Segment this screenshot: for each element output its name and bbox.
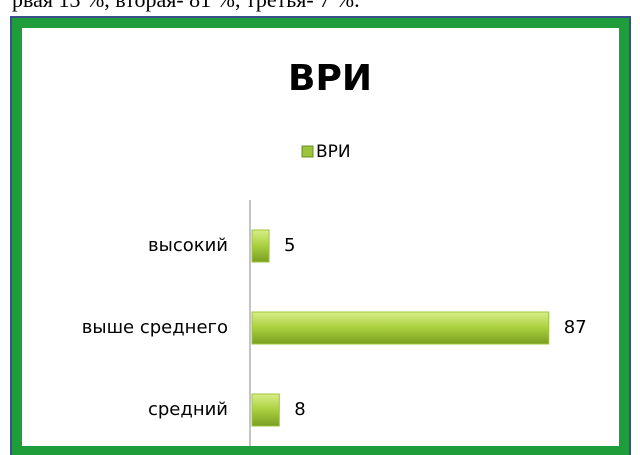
legend-label: ВРИ: [316, 142, 351, 162]
legend: ВРИ: [301, 142, 351, 162]
y-tick-label: выше среднего: [82, 317, 228, 338]
bar: [251, 311, 550, 345]
chart-area: [22, 28, 619, 446]
bar: [251, 393, 280, 427]
value-label: 8: [294, 399, 305, 420]
value-label: 5: [284, 235, 295, 256]
value-label: 87: [564, 317, 587, 338]
bar: [251, 229, 270, 263]
legend-swatch: [301, 145, 314, 158]
document-text: рвая 13 %, вторая- 81 %, третья- 7 %.: [12, 0, 360, 12]
y-tick-label: средний: [148, 399, 228, 420]
chart-title: ВРИ: [288, 58, 372, 99]
y-tick-label: высокий: [148, 235, 228, 256]
